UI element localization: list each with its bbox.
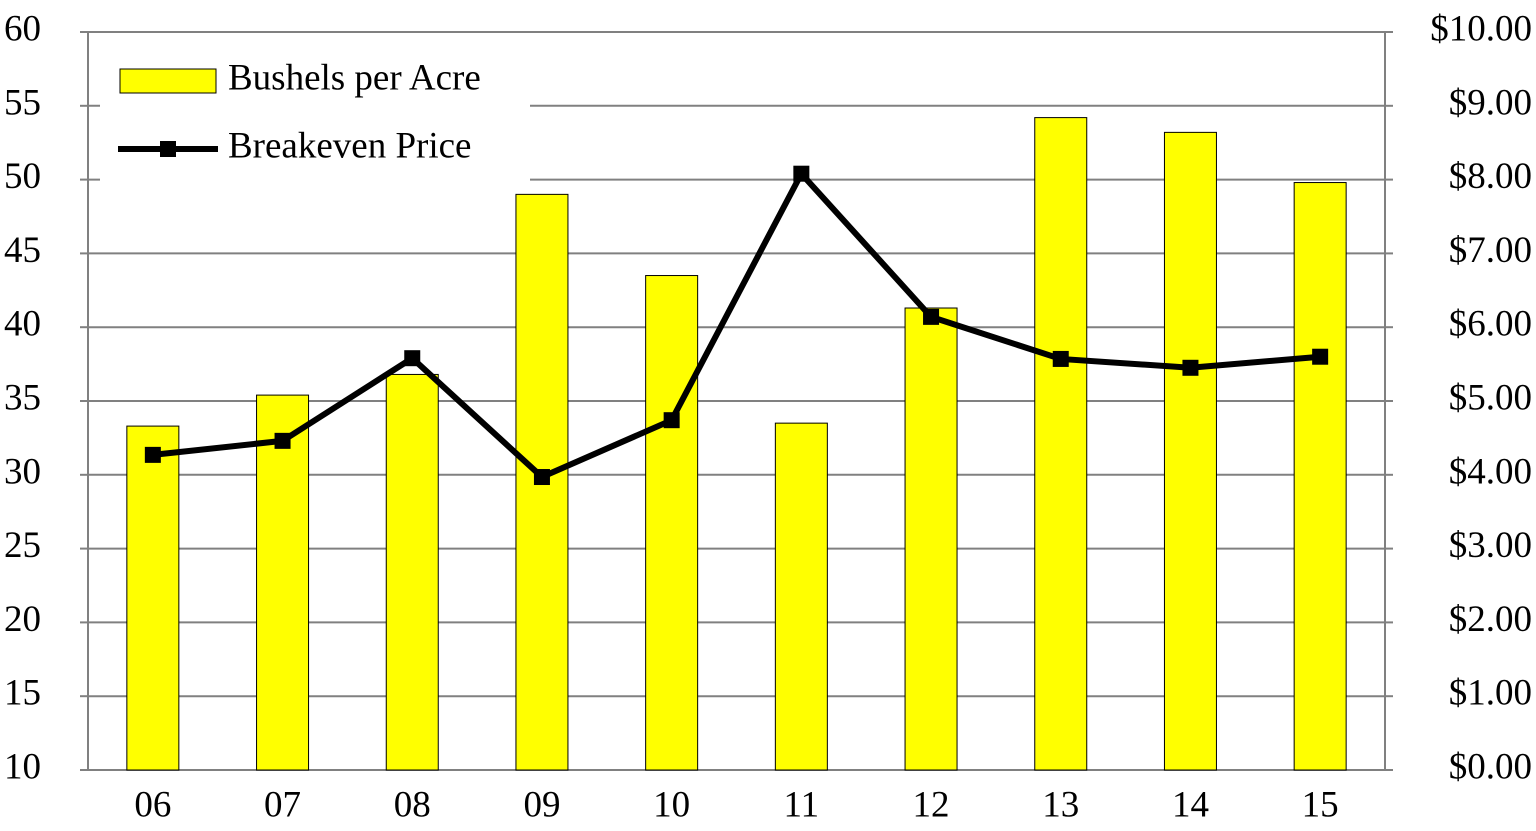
legend-swatch (119, 68, 217, 94)
legend-marker (160, 141, 176, 157)
y2-tick-label: $3.00 (1449, 525, 1532, 566)
y-tick-label: 25 (4, 525, 41, 566)
y-tick-label: 35 (4, 377, 41, 418)
y-tick-label: 10 (4, 746, 41, 787)
y-tick-label: 50 (4, 156, 41, 197)
y2-tick-label: $4.00 (1449, 451, 1532, 492)
y2-tick-label: $0.00 (1449, 746, 1532, 787)
bar (774, 422, 828, 771)
marker (793, 165, 810, 182)
x-tick-label: 06 (134, 784, 171, 825)
x-tick-label: 11 (784, 784, 820, 825)
y2-tick-label: $9.00 (1449, 82, 1532, 123)
marker (1052, 350, 1069, 367)
y-tick-label: 20 (4, 599, 41, 640)
marker (404, 350, 421, 367)
plot-border (87, 31, 1386, 771)
legend-label: Bushels per Acre (228, 57, 481, 98)
marker (144, 446, 161, 463)
x-tick-label: 08 (394, 784, 431, 825)
x-tick-label: 10 (653, 784, 690, 825)
x-tick-label: 07 (264, 784, 301, 825)
y-tick-label: 55 (4, 82, 41, 123)
y2-tick-label: $6.00 (1449, 304, 1532, 345)
legend-label: Breakeven Price (228, 125, 471, 166)
bar (256, 394, 310, 771)
marker (274, 432, 291, 449)
y2-tick-label: $7.00 (1449, 230, 1532, 271)
y-tick-label: 30 (4, 451, 41, 492)
y2-tick-label: $1.00 (1449, 673, 1532, 714)
y2-tick-label: $10.00 (1430, 8, 1532, 49)
bar (1163, 131, 1217, 771)
y-tick-label: 60 (4, 8, 41, 49)
marker (1312, 348, 1329, 365)
bar (1034, 117, 1088, 771)
marker (663, 412, 680, 429)
x-tick-label: 13 (1042, 784, 1079, 825)
bar (1293, 182, 1347, 771)
y2-tick-label: $2.00 (1449, 599, 1532, 640)
x-tick-label: 12 (913, 784, 950, 825)
y-tick-label: 45 (4, 230, 41, 271)
y-tick-label: 15 (4, 673, 41, 714)
y-tick-label: 40 (4, 304, 41, 345)
x-tick-label: 09 (523, 784, 560, 825)
line (152, 168, 1321, 481)
bar (126, 425, 180, 771)
marker (533, 469, 550, 486)
bar (645, 275, 699, 771)
y2-tick-label: $8.00 (1449, 156, 1532, 197)
y2-tick-label: $5.00 (1449, 377, 1532, 418)
bar (385, 373, 439, 771)
x-tick-label: 15 (1302, 784, 1339, 825)
x-tick-label: 14 (1172, 784, 1209, 825)
marker (1182, 359, 1199, 376)
marker (923, 308, 940, 325)
bar (904, 307, 958, 771)
